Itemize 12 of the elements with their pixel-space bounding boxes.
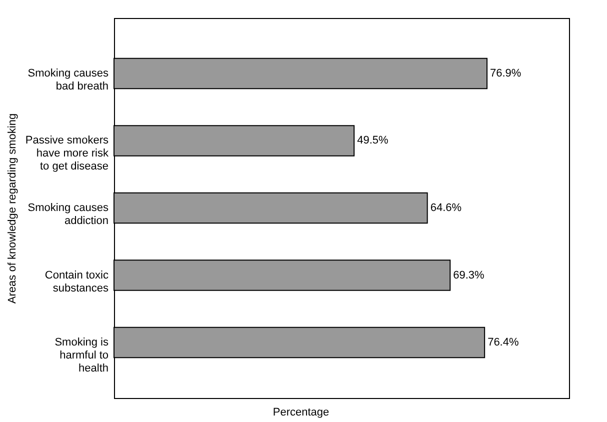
data-label: 49.5% <box>357 134 389 147</box>
y-tick-label: Smoking causes addiction <box>28 202 109 227</box>
y-tick-label: Smoking causes bad breath <box>28 67 109 92</box>
y-tick-label: Contain toxic substances <box>44 269 109 294</box>
y-tick-label: Passive smokers have more risk to get disease <box>25 134 109 173</box>
data-label: 64.6% <box>430 202 462 214</box>
data-label: 76.4% <box>488 336 519 349</box>
data-label: 69.3% <box>453 269 485 282</box>
x-axis-title: Percentage <box>272 406 330 418</box>
data-label: 76.9% <box>490 67 522 80</box>
y-tick-label: Smoking is harmful to health <box>54 336 109 375</box>
y-axis-title: Areas of knowledge regarding smoking <box>6 113 18 304</box>
